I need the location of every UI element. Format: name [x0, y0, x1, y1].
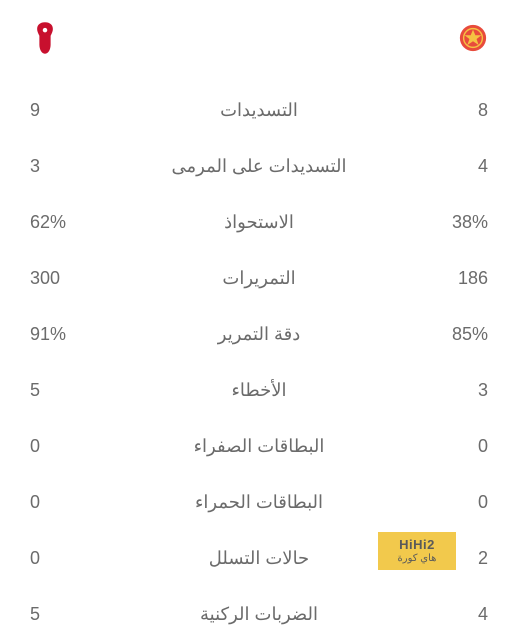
- stat-value-left: 62%: [30, 212, 100, 233]
- stat-label: البطاقات الصفراء: [100, 436, 418, 457]
- team-logo-right: [458, 20, 488, 56]
- stat-value-left: 91%: [30, 324, 100, 345]
- stat-value-right: 3: [418, 380, 488, 401]
- watermark-badge: HiHi2 هاي كورة: [378, 532, 456, 570]
- watermark-line2: هاي كورة: [398, 553, 437, 565]
- stat-value-right: 4: [418, 604, 488, 625]
- stat-row: 300 التمريرات 186: [30, 250, 488, 306]
- stat-row: 0 البطاقات الصفراء 0: [30, 418, 488, 474]
- stat-label: الضربات الركنية: [100, 604, 418, 625]
- stat-row: 5 الأخطاء 3: [30, 362, 488, 418]
- stat-value-right: 4: [418, 156, 488, 177]
- teams-header: [30, 18, 488, 58]
- stat-value-right: 85%: [418, 324, 488, 345]
- stat-value-left: 0: [30, 548, 100, 569]
- stat-value-right: 0: [418, 492, 488, 513]
- stat-label: التسديدات على المرمى: [100, 156, 418, 177]
- stat-value-left: 300: [30, 268, 100, 289]
- stat-value-left: 0: [30, 492, 100, 513]
- stat-label: دقة التمرير: [100, 324, 418, 345]
- stat-label: حالات التسلل: [100, 548, 418, 569]
- stat-value-right: 8: [418, 100, 488, 121]
- stat-row: 5 الضربات الركنية 4: [30, 586, 488, 642]
- stat-value-right: 38%: [418, 212, 488, 233]
- stat-label: البطاقات الحمراء: [100, 492, 418, 513]
- stat-value-left: 5: [30, 604, 100, 625]
- stat-label: الاستحواذ: [100, 212, 418, 233]
- stat-value-right: 0: [418, 436, 488, 457]
- stat-row: 91% دقة التمرير 85%: [30, 306, 488, 362]
- stat-label: التسديدات: [100, 100, 418, 121]
- stat-value-left: 9: [30, 100, 100, 121]
- stat-value-left: 0: [30, 436, 100, 457]
- stat-value-right: 186: [418, 268, 488, 289]
- stat-row: 3 التسديدات على المرمى 4: [30, 138, 488, 194]
- stat-value-left: 3: [30, 156, 100, 177]
- watermark-line1: HiHi2: [399, 537, 435, 553]
- stat-row: 62% الاستحواذ 38%: [30, 194, 488, 250]
- stat-label: الأخطاء: [100, 380, 418, 401]
- team-logo-left: [30, 20, 60, 56]
- stat-row: 0 البطاقات الحمراء 0: [30, 474, 488, 530]
- stat-label: التمريرات: [100, 268, 418, 289]
- stat-value-left: 5: [30, 380, 100, 401]
- stat-row: 9 التسديدات 8: [30, 82, 488, 138]
